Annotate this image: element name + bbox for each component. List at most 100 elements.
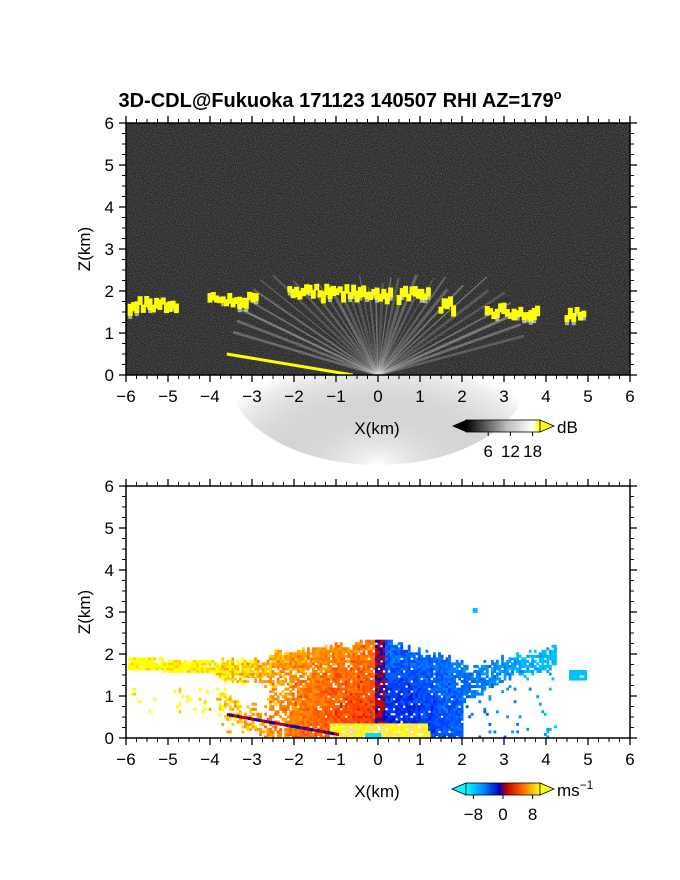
velocity-echo-cell	[387, 735, 391, 739]
velocity-echo-cell	[271, 682, 275, 686]
velocity-echo-cell	[309, 712, 313, 716]
velocity-echo-cell	[415, 710, 419, 714]
velocity-echo-cell	[145, 664, 149, 668]
velocity-echo-cell	[347, 717, 351, 721]
velocity-echo-cell	[438, 680, 441, 683]
velocity-echo-cell	[357, 735, 361, 739]
velocity-echo-cell	[395, 697, 398, 701]
velocity-echo-cell	[385, 680, 388, 683]
velocity-echo-cell	[314, 705, 318, 709]
velocity-echo-cell	[304, 692, 308, 696]
velocity-echo-cell	[382, 700, 386, 704]
velocity-echo-cell	[375, 649, 378, 653]
x-tick-label: 4	[541, 750, 550, 769]
velocity-echo-cell	[493, 675, 497, 678]
velocity-echo-cell	[450, 722, 454, 726]
velocity-echo-cell	[460, 715, 464, 719]
cloud-echo-cell	[144, 295, 150, 308]
velocity-echo-cell	[470, 712, 474, 716]
velocity-echo-cell	[367, 690, 371, 694]
velocity-echo-cell	[334, 682, 338, 686]
velocity-echo-cell	[317, 702, 320, 706]
velocity-echo-cell	[319, 702, 323, 706]
velocity-echo-cell	[261, 675, 265, 678]
velocity-echo-cell	[425, 677, 429, 681]
velocity-echo-cell	[307, 733, 310, 736]
velocity-echo-cell	[443, 695, 446, 699]
echo-ray	[241, 308, 379, 376]
velocity-echo-cell	[516, 659, 519, 663]
velocity-echo-cell	[349, 722, 353, 726]
velocity-echo-cell	[387, 662, 391, 666]
velocity-echo-cell	[450, 720, 454, 724]
velocity-echo-cell	[390, 710, 393, 714]
velocity-echo-cell	[289, 697, 293, 701]
velocity-echo-cell	[236, 707, 240, 711]
velocity-echo-cell	[450, 725, 454, 729]
velocity-echo-cell	[387, 733, 391, 736]
velocity-echo-cell	[299, 682, 303, 686]
velocity-echo-cell	[327, 707, 330, 711]
velocity-echo-cell	[397, 687, 401, 691]
velocity-echo-cell	[223, 680, 227, 683]
velocity-echo-cell	[357, 647, 361, 651]
velocity-echo-cell	[543, 649, 547, 653]
velocity-echo-cell	[430, 672, 434, 676]
velocity-echo-cell	[362, 722, 366, 726]
velocity-echo-cell	[458, 730, 461, 734]
velocity-echo-cell	[302, 664, 305, 668]
velocity-echo-cell	[354, 710, 358, 714]
velocity-echo-cell	[400, 685, 404, 689]
ground-clutter-cell	[325, 731, 329, 734]
velocity-echo-cell	[375, 717, 378, 721]
velocity-echo-cell	[538, 670, 542, 673]
x-tick-label: −6	[116, 387, 135, 406]
velocity-echo-cell	[543, 712, 547, 716]
velocity-echo-cell	[291, 710, 295, 714]
velocity-echo-cell	[347, 725, 351, 729]
velocity-echo-cell	[302, 659, 305, 663]
velocity-echo-cell	[397, 702, 401, 706]
velocity-echo-cell	[332, 675, 335, 678]
velocity-echo-cell	[450, 707, 454, 711]
velocity-echo-cell	[435, 697, 439, 701]
velocity-echo-cell	[304, 672, 308, 676]
velocity-echo-cell	[425, 720, 429, 724]
cloud-echo-cell	[567, 307, 573, 320]
velocity-echo-cell	[433, 697, 436, 701]
velocity-echo-cell	[458, 664, 461, 668]
velocity-echo-cell	[382, 654, 386, 658]
velocity-echo-cell	[526, 664, 530, 668]
velocity-echo-cell	[135, 664, 139, 668]
velocity-echo-cell	[445, 727, 449, 731]
velocity-echo-cell	[352, 733, 356, 736]
velocity-echo-cell	[337, 692, 341, 696]
velocity-echo-cell	[385, 649, 388, 653]
velocity-echo-cell	[417, 730, 421, 734]
velocity-echo-cell	[357, 675, 361, 678]
cloud-echo-cell	[371, 288, 377, 296]
velocity-echo-cell	[314, 652, 318, 656]
velocity-echo-cell	[271, 725, 275, 729]
velocity-echo-cell	[276, 697, 280, 701]
velocity-echo-cell	[163, 662, 167, 666]
velocity-echo-cell	[352, 672, 356, 676]
x-tick-label: 5	[583, 387, 592, 406]
velocity-echo-cell	[352, 692, 356, 696]
snr-y-axis-label: Z(km)	[75, 227, 94, 271]
velocity-echo-cell	[375, 672, 378, 676]
velocity-echo-cell	[463, 697, 467, 701]
velocity-echo-cell	[367, 687, 371, 691]
velocity-echo-cell	[483, 687, 487, 691]
velocity-echo-cell	[347, 705, 351, 709]
velocity-echo-cell	[334, 680, 338, 683]
velocity-echo-cell	[236, 705, 240, 709]
velocity-echo-cell	[395, 722, 398, 726]
velocity-echo-cell	[478, 700, 482, 704]
velocity-echo-cell	[314, 710, 318, 714]
velocity-echo-cell	[329, 687, 333, 691]
velocity-echo-cell	[422, 700, 426, 704]
velocity-echo-cell	[443, 715, 446, 719]
velocity-echo-cell	[337, 672, 341, 676]
